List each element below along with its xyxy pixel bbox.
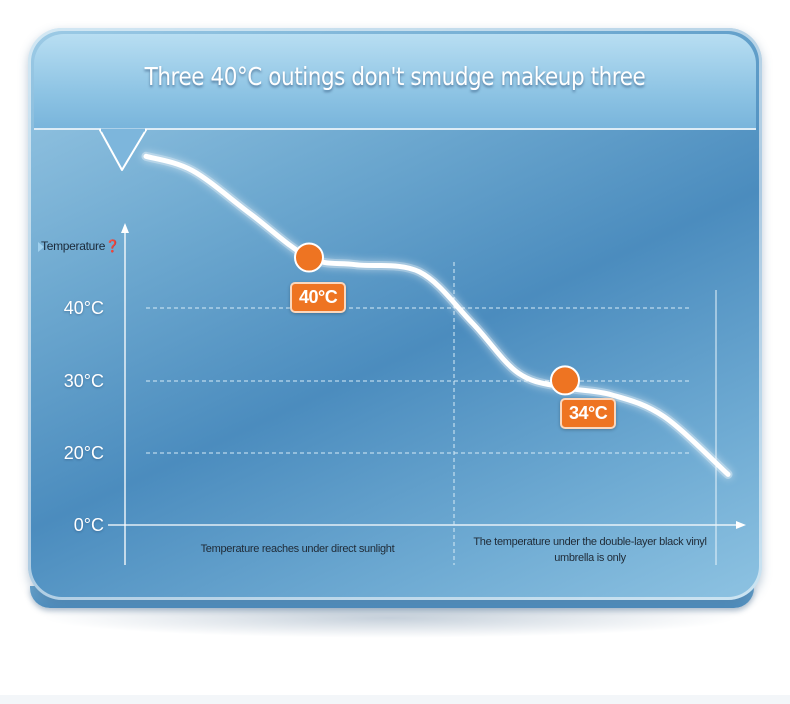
annotation-badge-1: 40°C [290,282,347,313]
annotation-badge-2: 34°C [560,398,617,429]
page-bottom-band [0,695,790,704]
chart-title: Three 40°C outings don't smudge makeup t… [144,62,646,91]
y-tick-40: 40°C [63,298,104,318]
y-axis-arrow [121,223,129,233]
ylabel-marker [38,242,44,252]
marker-point-2 [550,365,580,396]
y-tick-30: 30°C [63,371,104,391]
y-tick-0: 0°C [73,515,104,535]
x-section-caption-2: The temperature under the double-layer b… [473,536,707,564]
marker-point-1 [294,242,324,273]
x-section-caption-1: Temperature reaches under direct sunligh… [200,543,395,555]
header-notch [99,129,147,171]
y-axis-label: Temperature❓ [41,239,120,253]
header-divider [34,128,756,130]
y-tick-20: 20°C [63,443,104,463]
header-band [34,34,756,130]
x-axis-arrow [736,521,746,529]
temperature-curve [143,153,731,477]
temperature-curve-glow [141,151,733,479]
